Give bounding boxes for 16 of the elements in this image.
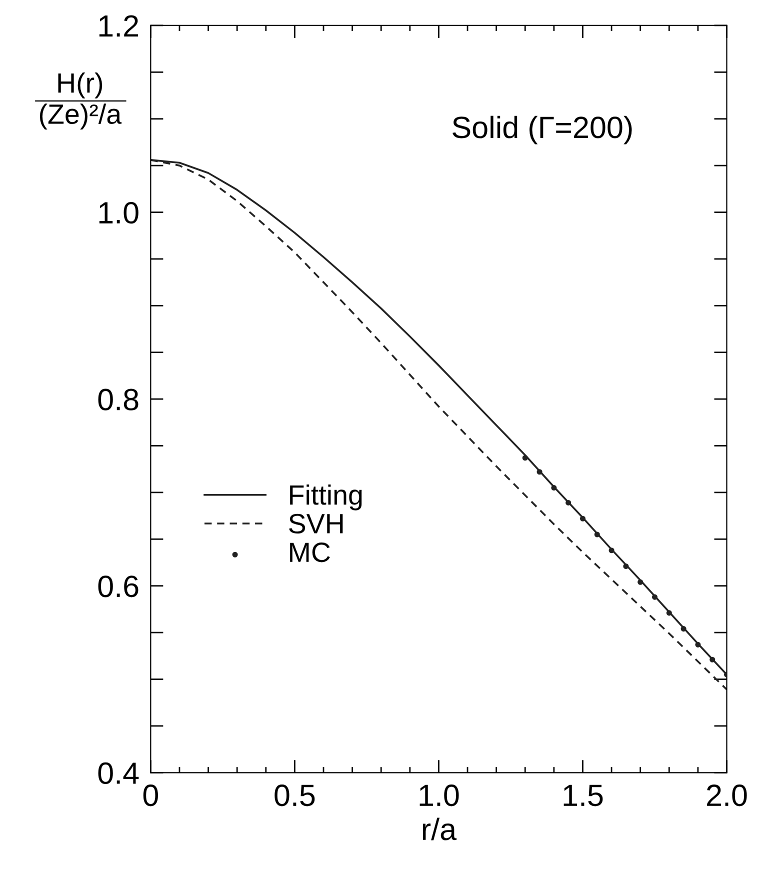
- annotation: Solid (Γ=200): [452, 116, 632, 144]
- x-axis-title: r/a: [422, 818, 457, 840]
- legend-label: Fitting: [290, 484, 362, 510]
- legend-label: MC: [290, 542, 330, 562]
- x-tick-label: 2.0: [707, 784, 747, 806]
- y-tick-label: 0.6: [98, 576, 138, 598]
- x-tick-label: 0.5: [274, 784, 315, 806]
- y-tick-label: 1.2: [99, 15, 138, 37]
- legend-label: SVH: [289, 514, 343, 534]
- y-tick-label: 0.4: [98, 762, 139, 784]
- y-tick-label: 0.8: [98, 388, 138, 410]
- y-tick-label: 1.0: [99, 202, 138, 224]
- y-axis-title: H(r) (Ze)²/a: [40, 72, 122, 130]
- x-tick-label: 1.0: [420, 784, 459, 806]
- x-tick-label: 0: [143, 784, 158, 806]
- x-tick-label: 1.5: [564, 784, 603, 806]
